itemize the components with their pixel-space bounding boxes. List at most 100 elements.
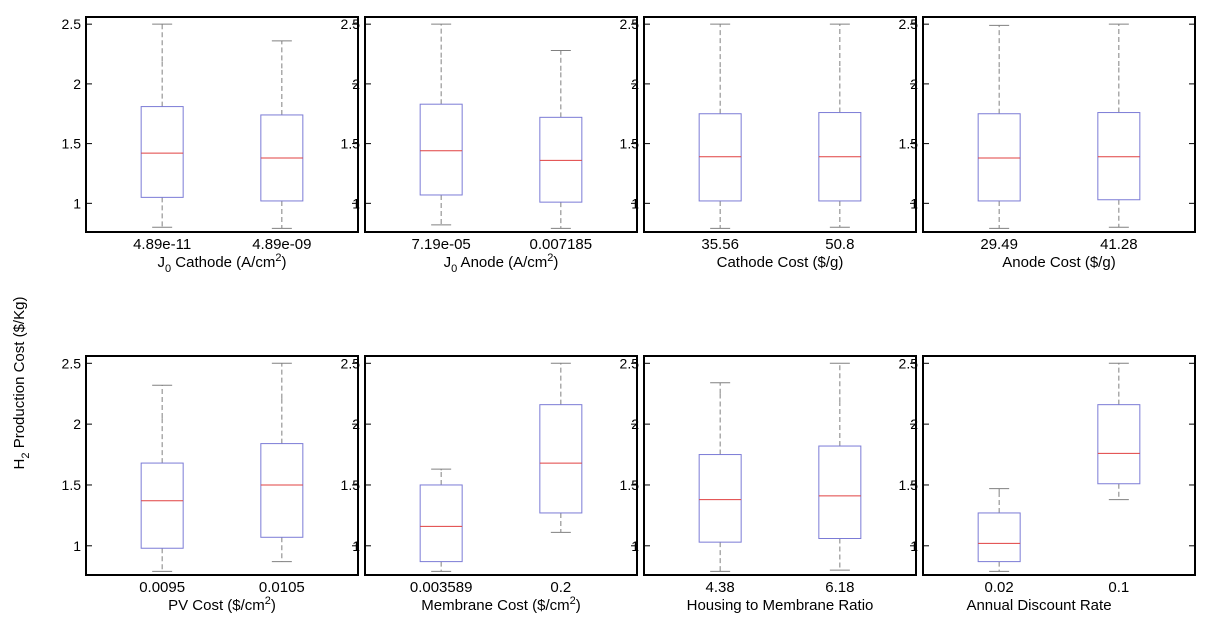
y-tick-label: 2	[73, 416, 81, 432]
y-tick-label: 2	[910, 76, 918, 92]
box-2	[818, 362, 862, 571]
axes-frame	[922, 16, 1196, 233]
box-iqr	[698, 113, 742, 202]
box-1	[419, 23, 463, 226]
x-axis-label: Membrane Cost ($/cm2)	[421, 595, 581, 614]
category-label: 0.0105	[259, 579, 305, 596]
axes-frame	[85, 355, 359, 576]
box-iqr	[140, 462, 184, 549]
x-axis-label: Annual Discount Rate	[966, 597, 1111, 614]
category-label: 0.003589	[410, 579, 473, 596]
box-2	[260, 40, 304, 229]
box-1	[977, 488, 1021, 572]
y-tick-label: 2	[73, 76, 81, 92]
y-tick-label: 1	[73, 538, 81, 554]
axes-frame	[85, 16, 359, 233]
box-1	[698, 382, 742, 572]
box-iqr	[698, 454, 742, 543]
y-tick-label: 2.5	[341, 16, 361, 32]
box-iqr	[539, 116, 583, 203]
box-iqr	[818, 445, 862, 539]
category-label: 41.28	[1100, 236, 1138, 253]
box-2	[260, 362, 304, 563]
category-label: 50.8	[825, 236, 854, 253]
box-iqr	[539, 404, 583, 514]
y-tick-label: 1	[631, 195, 639, 211]
axes-frame	[364, 355, 638, 576]
box-iqr	[140, 106, 184, 198]
x-axis-label: Anode Cost ($/g)	[1002, 254, 1115, 271]
category-label: 0.0095	[139, 579, 185, 596]
box-iqr	[977, 113, 1021, 202]
y-tick-label: 2	[352, 416, 360, 432]
category-label: 6.18	[825, 579, 854, 596]
x-axis-label: J0 Anode (A/cm2)	[444, 252, 559, 275]
y-tick-label: 1	[73, 195, 81, 211]
y-tick-label: 1	[631, 538, 639, 554]
box-2	[1097, 23, 1141, 228]
y-tick-label: 2	[631, 76, 639, 92]
y-tick-label: 1.5	[620, 477, 640, 493]
y-tick-label: 2.5	[620, 355, 640, 371]
y-tick-label: 2.5	[341, 355, 361, 371]
axes-frame	[364, 16, 638, 233]
y-tick-label: 1.5	[620, 136, 640, 152]
box-2	[1097, 362, 1141, 501]
y-tick-label: 2.5	[899, 16, 919, 32]
y-tick-label: 2.5	[62, 355, 82, 371]
axes-frame	[643, 16, 917, 233]
category-label: 7.19e-05	[412, 236, 471, 253]
y-tick-label: 1	[352, 538, 360, 554]
box-1	[140, 23, 184, 228]
y-tick-label: 1.5	[62, 136, 82, 152]
y-tick-label: 2	[631, 416, 639, 432]
x-axis-label: PV Cost ($/cm2)	[168, 595, 276, 614]
box-iqr	[260, 443, 304, 538]
box-iqr	[977, 512, 1021, 563]
y-tick-label: 1.5	[341, 136, 361, 152]
box-1	[140, 384, 184, 572]
y-tick-label: 2.5	[620, 16, 640, 32]
box-iqr	[419, 484, 463, 563]
box-1	[419, 468, 463, 572]
y-tick-label: 2.5	[62, 16, 82, 32]
category-label: 4.89e-11	[133, 236, 191, 253]
x-axis-label: J0 Cathode (A/cm2)	[158, 252, 287, 275]
y-tick-label: 2	[352, 76, 360, 92]
axes-frame	[643, 355, 917, 576]
category-label: 0.007185	[530, 236, 593, 253]
box-1	[977, 24, 1021, 229]
box-2	[818, 23, 862, 228]
category-label: 29.49	[980, 236, 1018, 253]
category-label: 0.02	[985, 579, 1014, 596]
y-tick-label: 2	[910, 416, 918, 432]
y-tick-label: 1	[910, 195, 918, 211]
category-label: 0.2	[550, 579, 571, 596]
y-tick-label: 1.5	[62, 477, 82, 493]
category-label: 0.1	[1108, 579, 1129, 596]
x-axis-label: Cathode Cost ($/g)	[717, 254, 844, 271]
box-2	[539, 362, 583, 533]
box-iqr	[1097, 404, 1141, 485]
box-iqr	[419, 103, 463, 196]
category-label: 4.89e-09	[252, 236, 311, 253]
axes-frame	[922, 355, 1196, 576]
box-iqr	[1097, 112, 1141, 201]
y-tick-label: 1	[352, 195, 360, 211]
y-tick-label: 1.5	[899, 136, 919, 152]
category-label: 4.38	[706, 579, 735, 596]
box-1	[698, 23, 742, 229]
y-tick-label: 2.5	[899, 355, 919, 371]
y-axis-label: H2 Production Cost ($/Kg)	[11, 297, 32, 470]
box-2	[539, 49, 583, 229]
y-tick-label: 1.5	[341, 477, 361, 493]
y-tick-label: 1.5	[899, 477, 919, 493]
